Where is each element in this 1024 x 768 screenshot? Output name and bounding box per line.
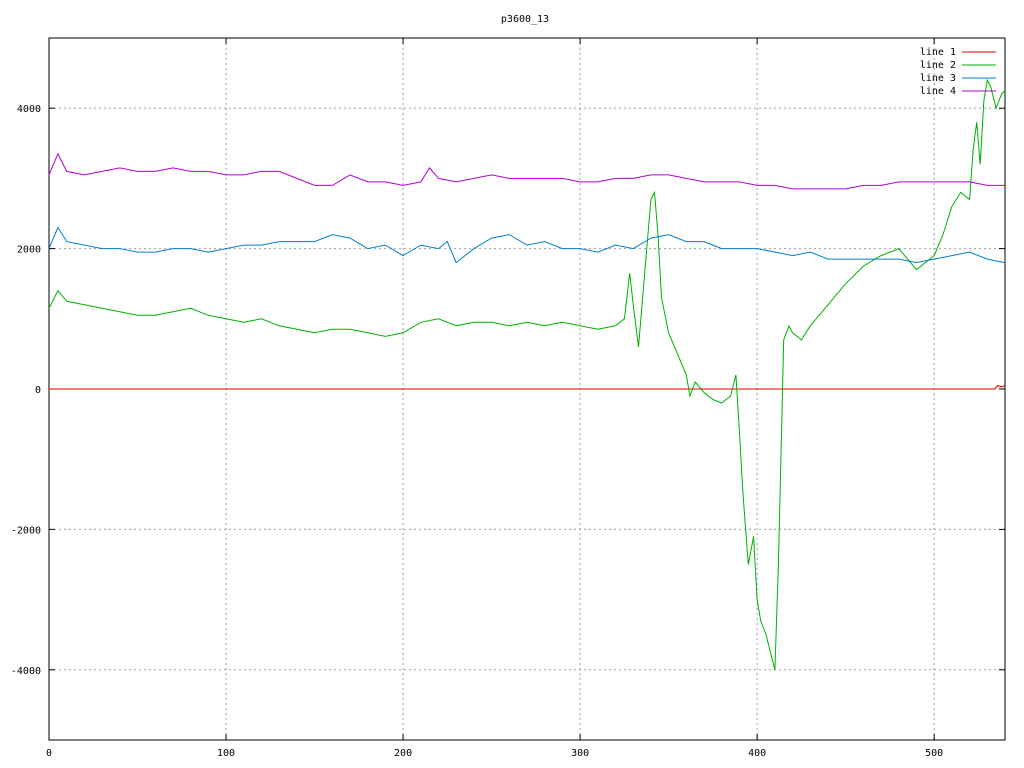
legend-label-1: line 1 — [920, 47, 956, 58]
y-tick-label: 4000 — [17, 104, 41, 115]
chart-title: p3600_13 — [501, 14, 549, 25]
y-tick-label: 0 — [35, 385, 41, 396]
legend-label-3: line 3 — [920, 73, 956, 84]
series-line-4 — [48, 152, 1005, 190]
legend-label-4: line 4 — [920, 86, 956, 97]
x-axis: 0 100 200 300 400 500 — [46, 38, 943, 759]
x-tick-label: 400 — [748, 748, 766, 759]
y-axis: -4000 -2000 0 2000 4000 — [11, 104, 1005, 677]
x-tick-label: 300 — [571, 748, 589, 759]
y-tick-label: 2000 — [17, 245, 41, 256]
legend-label-2: line 2 — [920, 60, 956, 71]
x-tick-label: 500 — [925, 748, 943, 759]
x-tick-label: 200 — [394, 748, 412, 759]
series-line-3 — [48, 226, 1006, 264]
series-line-1 — [49, 384, 1006, 390]
x-tick-label: 0 — [46, 748, 52, 759]
series-line-2 — [48, 78, 1006, 670]
x-tick-label: 100 — [217, 748, 235, 759]
legend: line 1 line 2 line 3 line 4 — [920, 47, 996, 97]
series-group — [48, 78, 1006, 670]
y-tick-label: -2000 — [11, 525, 41, 536]
y-tick-label: -4000 — [11, 666, 41, 677]
